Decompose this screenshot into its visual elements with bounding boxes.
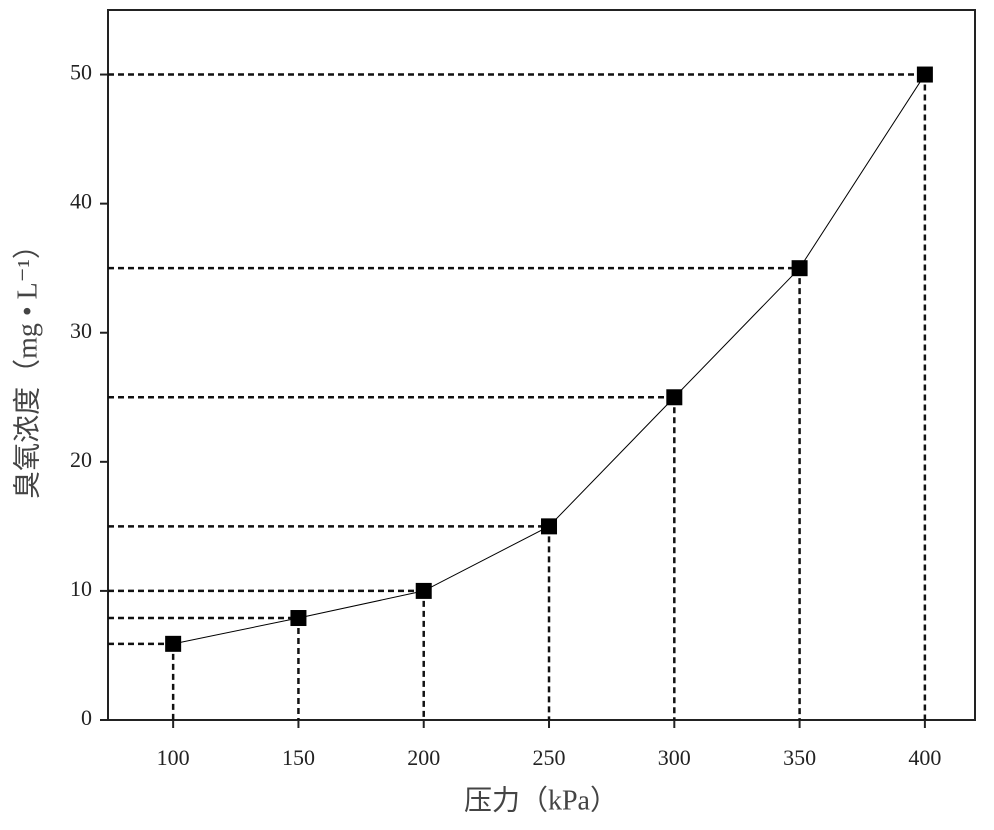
point-marker (415, 582, 432, 599)
y-tick-label: 20 (70, 447, 92, 472)
point-marker (165, 635, 182, 652)
point-marker (791, 260, 808, 277)
x-tick-label: 150 (282, 745, 315, 770)
x-tick-label: 350 (783, 745, 816, 770)
point-marker (916, 66, 933, 83)
y-tick-label: 30 (70, 318, 92, 343)
point-marker (541, 518, 558, 535)
x-tick-label: 100 (157, 745, 190, 770)
point-marker (666, 389, 683, 406)
point-marker (290, 610, 307, 627)
y-tick-label: 50 (70, 60, 92, 85)
y-tick-label: 10 (70, 576, 92, 601)
x-tick-label: 300 (658, 745, 691, 770)
y-axis-title: 臭氧浓度（mg • L⁻¹） (11, 231, 43, 499)
x-axis-title: 压力（kPa） (464, 784, 618, 816)
plot-frame (107, 9, 976, 721)
x-tick-label: 250 (533, 745, 566, 770)
x-tick-label: 200 (407, 745, 440, 770)
y-tick-label: 40 (70, 189, 92, 214)
x-tick-label: 400 (908, 745, 941, 770)
y-tick-label: 0 (81, 705, 92, 730)
